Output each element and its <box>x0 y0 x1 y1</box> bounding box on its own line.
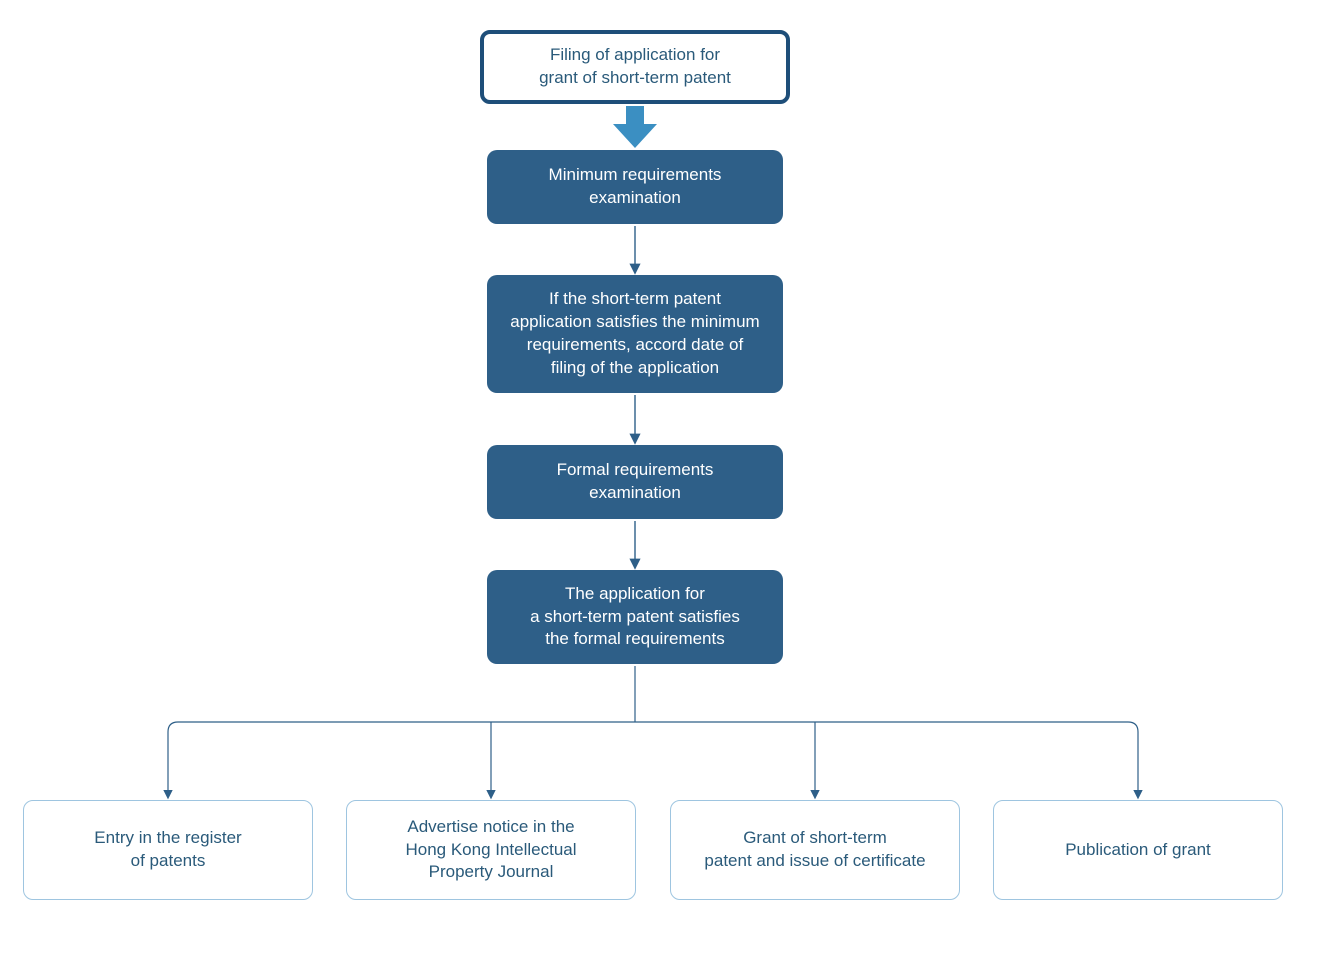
flowchart-container: Filing of application forgrant of short-… <box>0 0 1336 954</box>
node-out4: Publication of grant <box>993 800 1283 900</box>
node-step3: If the short-term patentapplication sati… <box>487 275 783 393</box>
node-step5: The application fora short-term patent s… <box>487 570 783 664</box>
node-step2: Minimum requirementsexamination <box>487 150 783 224</box>
node-out2: Advertise notice in theHong Kong Intelle… <box>346 800 636 900</box>
node-out1: Entry in the registerof patents <box>23 800 313 900</box>
node-out3: Grant of short-termpatent and issue of c… <box>670 800 960 900</box>
node-start: Filing of application forgrant of short-… <box>480 30 790 104</box>
node-step4: Formal requirementsexamination <box>487 445 783 519</box>
